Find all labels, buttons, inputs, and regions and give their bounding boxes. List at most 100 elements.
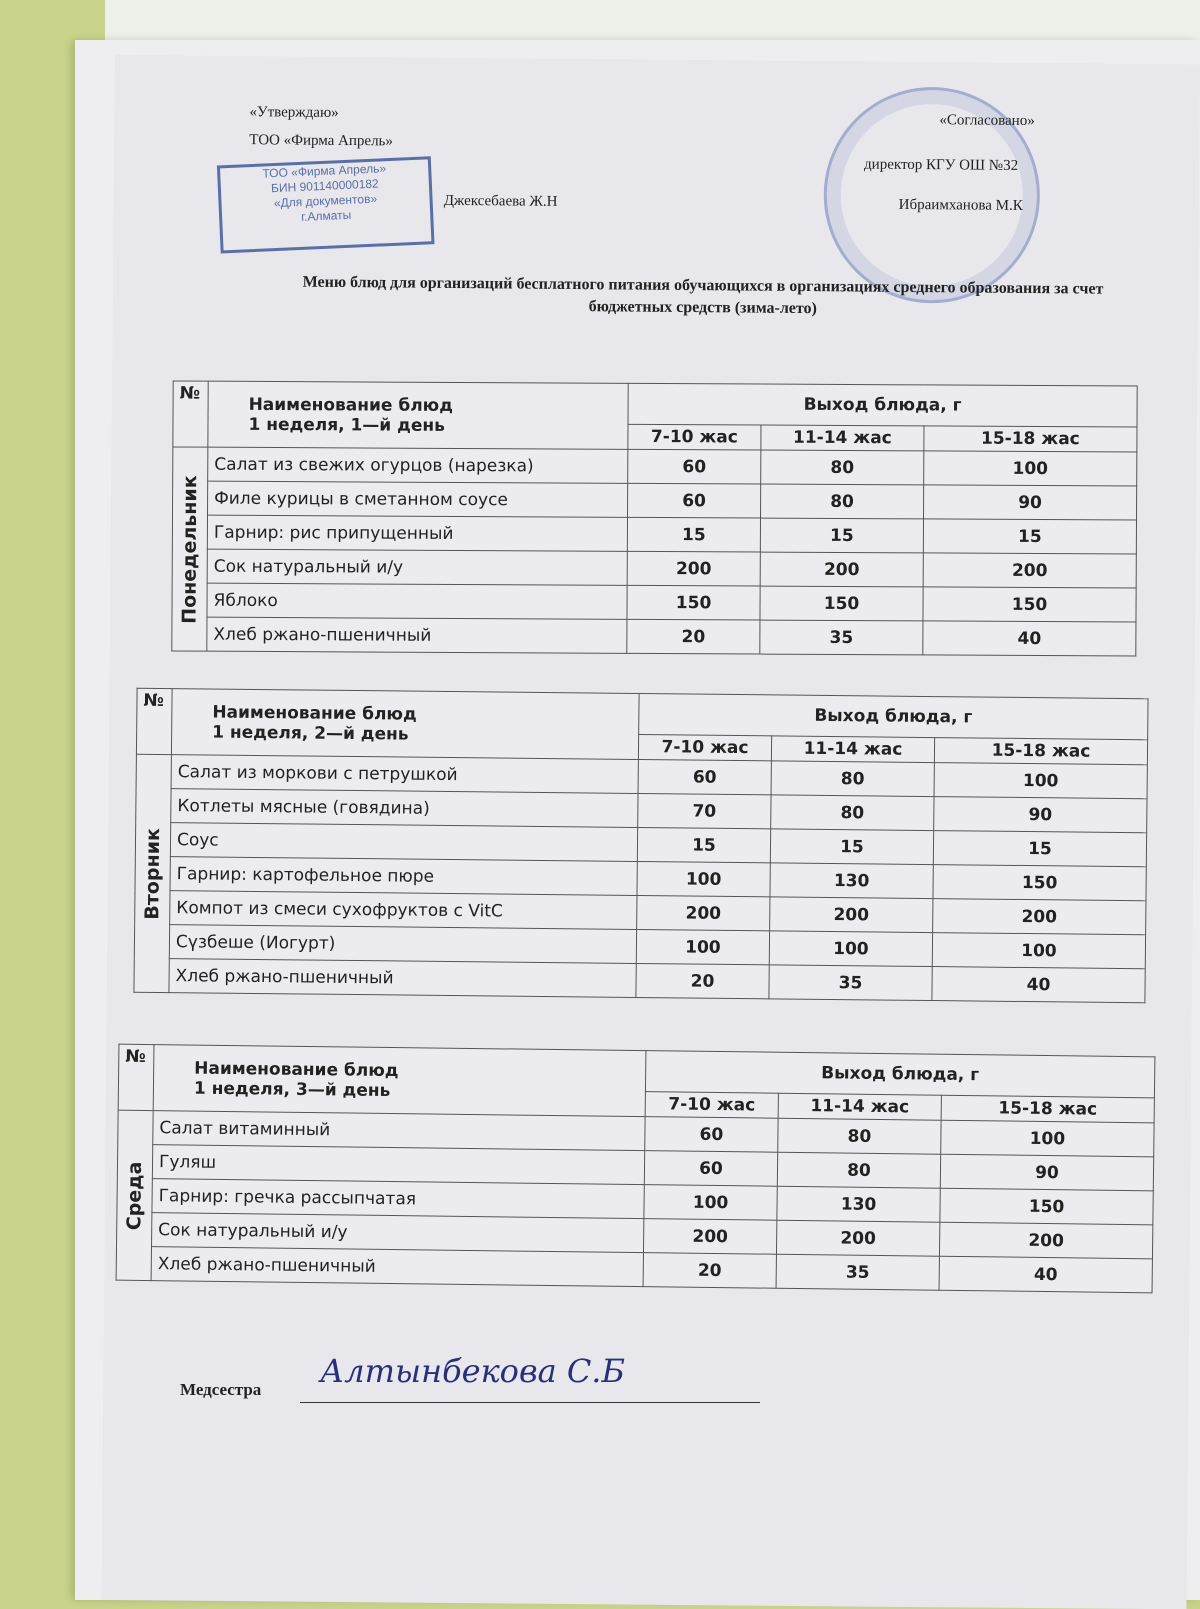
dish-name: Хлеб ржано-пшеничный bbox=[168, 958, 637, 998]
yield-value: 80 bbox=[771, 760, 935, 797]
nurse-signature: Алтынбекова С.Б bbox=[320, 1352, 625, 1390]
yield-value: 40 bbox=[939, 1256, 1153, 1293]
day-label: Понедельник bbox=[178, 474, 202, 624]
yield-value: 200 bbox=[627, 551, 761, 587]
yield-value: 60 bbox=[627, 483, 761, 519]
dish-name: Хлеб ржано-пшеничный bbox=[206, 617, 627, 654]
company-stamp: ТОО «Фирма Апрель» БИН 901140000182 «Для… bbox=[216, 156, 435, 254]
yield-value: 60 bbox=[638, 759, 772, 795]
day-cell: Среда bbox=[116, 1110, 154, 1281]
yield-value: 15 bbox=[770, 828, 934, 865]
yield-value: 35 bbox=[776, 1254, 940, 1291]
age-header: 15-18 жас bbox=[941, 1095, 1155, 1123]
dish-name: Компот из смеси сухофруктов с VitC bbox=[169, 890, 637, 930]
dish-name: Гарнир: картофельное пюре bbox=[170, 856, 638, 896]
yield-value: 200 bbox=[643, 1218, 777, 1255]
dish-name: Салат из моркови с петрушкой bbox=[171, 754, 639, 794]
age-header: 11-14 жас bbox=[760, 425, 924, 451]
yield-value: 200 bbox=[939, 1222, 1153, 1259]
yield-value: 100 bbox=[769, 930, 933, 967]
yield-value: 35 bbox=[768, 964, 933, 1001]
dish-name: Сок натуральный и/у bbox=[207, 549, 628, 586]
age-header: 15-18 жас bbox=[934, 737, 1148, 765]
approve-label: «Утверждаю» bbox=[249, 104, 339, 121]
day-label: Среда bbox=[123, 1160, 147, 1230]
yield-value: 200 bbox=[760, 552, 924, 587]
age-header: 11-14 жас bbox=[778, 1093, 942, 1121]
table-row: Хлеб ржано-пшеничный 20 35 40 bbox=[172, 617, 1136, 657]
yield-value: 15 bbox=[923, 518, 1137, 555]
yield-value: 35 bbox=[759, 620, 923, 655]
table-row: Филе курицы в сметанном соусе 60 80 90 bbox=[173, 481, 1137, 521]
yield-value: 70 bbox=[637, 793, 772, 829]
dish-name: Котлеты мясные (говядина) bbox=[170, 788, 639, 828]
age-header: 15-18 жас bbox=[923, 425, 1137, 453]
week-day-label: 1 неделя, 2—й день bbox=[212, 722, 409, 745]
day-cell: Вторник bbox=[133, 754, 172, 993]
yield-value: 40 bbox=[931, 966, 1146, 1003]
approve-org: ТОО «Фирма Апрель» bbox=[249, 132, 393, 150]
yield-value: 15 bbox=[627, 517, 761, 553]
dish-name: Соус bbox=[170, 822, 638, 862]
yield-value: 20 bbox=[626, 619, 760, 655]
yield-value: 150 bbox=[759, 586, 924, 621]
table-row: Понедельник Салат из свежих огурцов (наре… bbox=[171, 446, 1137, 652]
yield-header: Выход блюда, г bbox=[627, 383, 1138, 428]
yield-value: 90 bbox=[923, 484, 1137, 521]
yield-value: 150 bbox=[932, 864, 1147, 901]
dish-name: Салат из свежих огурцов (нарезка) bbox=[207, 447, 628, 484]
yield-value: 200 bbox=[769, 896, 933, 933]
table-row: Гарнир: рис припущенный 15 15 15 bbox=[172, 515, 1137, 555]
agreed-name: Ибраимханова М.К bbox=[898, 196, 1023, 214]
yield-value: 100 bbox=[934, 762, 1148, 799]
dish-name: Гарнир: рис припущенный bbox=[207, 515, 628, 552]
yield-value: 200 bbox=[776, 1220, 940, 1257]
day-cell: Понедельник bbox=[171, 446, 208, 652]
yield-value: 80 bbox=[777, 1152, 941, 1189]
dish-name: Сүзбеше (Иогурт) bbox=[169, 924, 637, 964]
agreed-label: «Согласовано» bbox=[939, 112, 1035, 130]
day-label: Вторник bbox=[141, 827, 165, 920]
yield-value: 100 bbox=[636, 861, 771, 897]
dish-name: Яблоко bbox=[206, 583, 628, 620]
yield-value: 130 bbox=[769, 862, 934, 899]
age-header: 7-10 жас bbox=[627, 424, 761, 451]
yield-value: 200 bbox=[636, 895, 770, 931]
dish-name: Филе курицы в сметанном соусе bbox=[207, 481, 628, 518]
yield-value: 130 bbox=[776, 1186, 941, 1223]
menu-table-day-1: № Наименование блюд 1 неделя, 1—й день Вы… bbox=[171, 380, 1138, 657]
yield-header: Выход блюда, г bbox=[638, 693, 1149, 740]
menu-table-day-2: № Наименование блюд 1 неделя, 2—й день Вы… bbox=[133, 687, 1149, 1004]
age-header: 7-10 жас bbox=[645, 1091, 779, 1119]
yield-value: 15 bbox=[933, 830, 1147, 867]
yield-value: 200 bbox=[923, 552, 1137, 589]
approve-name: Джексебаева Ж.Н bbox=[443, 192, 558, 210]
yield-value: 90 bbox=[940, 1154, 1154, 1191]
yield-value: 100 bbox=[923, 450, 1137, 487]
age-header: 7-10 жас bbox=[638, 734, 772, 761]
yield-value: 40 bbox=[922, 620, 1136, 657]
name-header: Наименование блюд 1 неделя, 2—й день bbox=[171, 688, 640, 760]
yield-value: 100 bbox=[940, 1120, 1155, 1157]
name-header-label: Наименование блюд bbox=[248, 394, 454, 416]
num-header: № bbox=[172, 380, 209, 448]
yield-value: 60 bbox=[644, 1116, 779, 1153]
yield-value: 90 bbox=[933, 796, 1148, 833]
yield-value: 20 bbox=[635, 963, 770, 999]
nurse-label: Медсестра bbox=[180, 1380, 262, 1399]
age-header: 11-14 жас bbox=[771, 735, 935, 763]
week-day-label: 1 неделя, 3—й день bbox=[193, 1078, 391, 1101]
yield-value: 150 bbox=[922, 586, 1137, 623]
yield-value: 150 bbox=[626, 585, 761, 621]
agreed-role: директор КГУ ОШ №32 bbox=[864, 156, 1019, 174]
yield-value: 60 bbox=[627, 449, 761, 485]
name-header: Наименование блюд 1 неделя, 3—й день bbox=[153, 1044, 646, 1117]
yield-value: 100 bbox=[643, 1184, 778, 1221]
num-header: № bbox=[118, 1044, 154, 1111]
yield-value: 100 bbox=[636, 929, 770, 965]
table-row: Яблоко 150 150 150 bbox=[172, 583, 1137, 623]
name-header: Наименование блюд 1 неделя, 1—й день bbox=[207, 381, 629, 450]
dish-name: Хлеб ржано-пшеничный bbox=[151, 1246, 644, 1287]
yield-value: 80 bbox=[760, 450, 924, 485]
yield-value: 150 bbox=[939, 1188, 1154, 1225]
